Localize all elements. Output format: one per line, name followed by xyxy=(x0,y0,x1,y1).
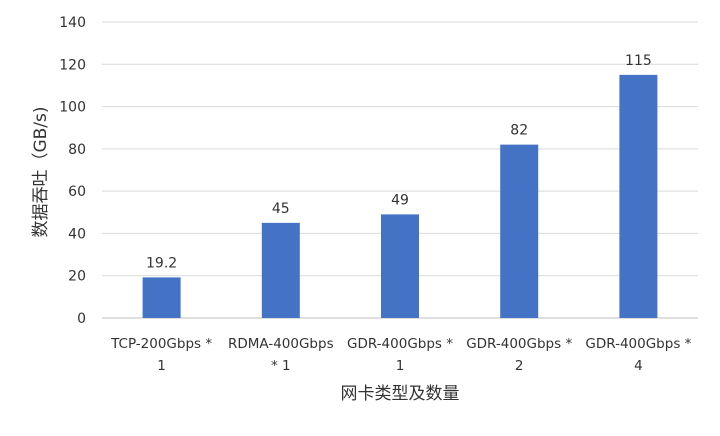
x-tick-label: 4 xyxy=(634,358,643,374)
data-label: 49 xyxy=(391,192,409,208)
bars xyxy=(142,74,658,318)
x-axis-title: 网卡类型及数量 xyxy=(341,384,460,404)
data-labels: 19.2 45 49 82 115 xyxy=(146,53,652,272)
data-label: 82 xyxy=(510,123,528,139)
x-tick-label: 1 xyxy=(157,358,166,374)
bar xyxy=(619,74,658,318)
y-tick-label: 140 xyxy=(59,15,86,31)
x-tick-labels: TCP-200Gbps * 1 RDMA-400Gbps * 1 GDR-400Gbps… xyxy=(110,336,692,374)
y-tick-label: 80 xyxy=(68,142,86,158)
y-tick-label: 120 xyxy=(59,57,86,73)
x-tick-label: TCP-200Gbps * xyxy=(110,336,212,352)
x-tick-label: RDMA-400Gbps xyxy=(228,336,334,352)
y-tick-label: 100 xyxy=(59,100,86,116)
bar xyxy=(142,277,181,318)
x-tick-label: 2 xyxy=(515,358,524,374)
y-tick-label: 60 xyxy=(68,184,86,200)
y-axis-title: 数据吞吐（GB/s) xyxy=(31,106,51,237)
bar xyxy=(261,222,300,318)
bar xyxy=(381,214,419,318)
data-label: 45 xyxy=(272,201,290,217)
y-tick-label: 40 xyxy=(68,226,86,242)
x-tick-label: GDR-400Gbps * xyxy=(466,336,572,352)
data-label: 19.2 xyxy=(146,255,177,271)
x-tick-label: * 1 xyxy=(271,358,291,374)
y-tick-label: 0 xyxy=(77,311,86,327)
y-tick-labels: 0 20 40 60 80 100 120 140 xyxy=(59,15,86,327)
bar xyxy=(500,144,539,318)
x-tick-label: GDR-400Gbps * xyxy=(585,336,691,352)
data-label: 115 xyxy=(625,53,652,69)
x-tick-label: 1 xyxy=(396,358,405,374)
y-tick-label: 20 xyxy=(68,269,86,285)
x-tick-label: GDR-400Gbps * xyxy=(347,336,453,352)
